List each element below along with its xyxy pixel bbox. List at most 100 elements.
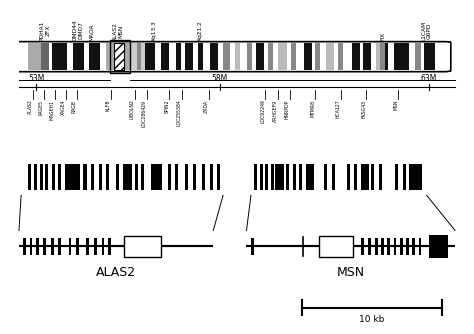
Text: HCA127: HCA127	[336, 100, 341, 118]
Bar	[400, 238, 403, 255]
Bar	[116, 164, 119, 190]
Text: FKSG43: FKSG43	[361, 100, 366, 118]
Bar	[51, 238, 54, 255]
Bar	[109, 40, 130, 73]
Bar	[409, 43, 415, 70]
Text: LOC255384: LOC255384	[177, 100, 182, 126]
Bar	[109, 238, 111, 255]
Bar	[58, 238, 61, 255]
Bar	[141, 43, 145, 70]
Bar	[94, 238, 97, 255]
Bar	[230, 43, 235, 70]
Bar	[181, 43, 185, 70]
Bar	[124, 164, 127, 190]
Bar	[193, 164, 196, 190]
Bar	[124, 236, 161, 257]
Bar	[168, 164, 171, 190]
Bar	[145, 43, 155, 70]
Bar	[106, 43, 115, 70]
Bar	[260, 164, 263, 190]
Bar	[69, 164, 72, 190]
Bar	[287, 43, 291, 70]
Bar	[185, 164, 188, 190]
Bar	[73, 43, 84, 70]
Bar	[296, 43, 304, 70]
Bar	[371, 164, 374, 190]
Bar	[393, 238, 396, 255]
Bar	[361, 238, 364, 255]
Bar	[311, 43, 315, 70]
Bar	[86, 238, 89, 255]
Bar	[379, 164, 382, 190]
Bar	[334, 43, 338, 70]
FancyBboxPatch shape	[12, 42, 451, 71]
Bar	[235, 43, 240, 70]
Bar	[412, 238, 415, 255]
Bar	[106, 164, 109, 190]
Text: 53M: 53M	[28, 74, 45, 83]
Bar	[137, 43, 141, 70]
Text: ZXDA: ZXDA	[204, 100, 209, 113]
Bar	[326, 43, 334, 70]
Bar	[101, 238, 104, 255]
Bar	[114, 43, 124, 70]
Bar	[77, 164, 80, 190]
Text: ALAS2: ALAS2	[96, 266, 136, 279]
Text: FIX: FIX	[381, 32, 385, 41]
Bar	[192, 43, 198, 70]
Text: PAGE5: PAGE5	[39, 100, 44, 115]
Bar	[300, 164, 302, 190]
Bar	[43, 238, 46, 255]
Text: SPIN2: SPIN2	[164, 100, 169, 113]
Bar	[388, 43, 393, 70]
Bar	[371, 43, 376, 70]
Text: LIBOLN2: LIBOLN2	[129, 100, 135, 120]
Bar	[210, 164, 212, 190]
Bar	[36, 238, 39, 255]
Bar	[99, 164, 102, 190]
Bar	[125, 43, 131, 70]
Bar	[395, 164, 398, 190]
Text: Xq21.2: Xq21.2	[198, 20, 202, 41]
Bar	[264, 43, 268, 70]
Bar	[91, 164, 94, 190]
Bar	[315, 43, 320, 70]
Bar	[381, 238, 384, 255]
Bar	[151, 164, 154, 190]
Text: LOC286429: LOC286429	[142, 100, 147, 127]
Bar	[115, 43, 121, 70]
Bar	[406, 238, 409, 255]
Bar	[169, 43, 176, 70]
Bar	[265, 164, 268, 190]
Bar	[27, 164, 31, 190]
Bar	[286, 164, 289, 190]
Bar	[69, 238, 71, 255]
Text: MSN: MSN	[337, 266, 365, 279]
Bar	[49, 43, 52, 70]
Bar	[198, 43, 203, 70]
Bar	[256, 43, 264, 70]
Text: Xq13.3: Xq13.3	[152, 20, 156, 41]
Bar	[424, 43, 435, 70]
Bar	[361, 164, 369, 190]
Bar	[347, 164, 350, 190]
Bar	[375, 238, 378, 255]
Bar	[52, 43, 67, 70]
Text: MSN: MSN	[393, 100, 398, 110]
Text: 63M: 63M	[421, 74, 437, 83]
Bar	[293, 164, 296, 190]
Bar	[363, 43, 371, 70]
Bar	[320, 43, 326, 70]
Bar	[380, 43, 385, 70]
Bar	[158, 164, 162, 190]
Bar	[223, 43, 230, 70]
Bar	[45, 164, 48, 190]
Bar	[34, 164, 37, 190]
Bar	[368, 238, 372, 255]
Bar	[385, 43, 388, 70]
Bar	[324, 164, 327, 190]
Bar	[65, 164, 78, 190]
Text: LOC92249: LOC92249	[260, 100, 265, 124]
Bar	[218, 164, 220, 190]
Bar	[247, 43, 252, 70]
